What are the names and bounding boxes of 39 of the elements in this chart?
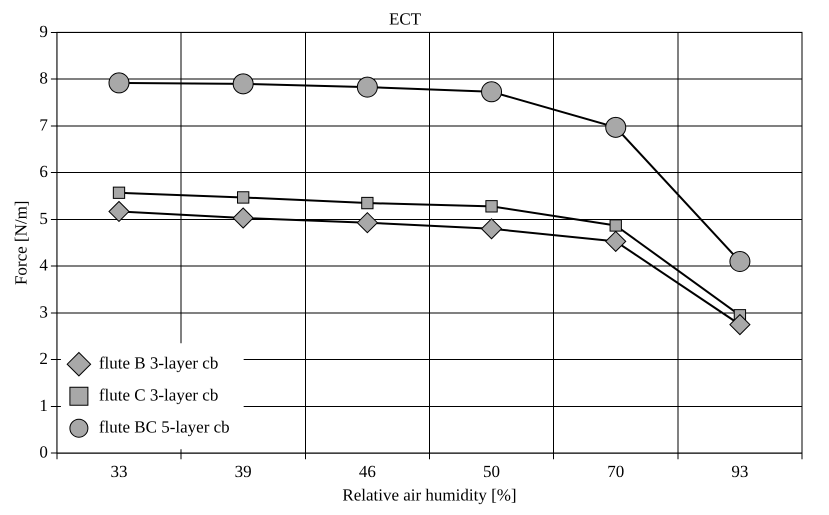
point	[232, 73, 254, 94]
y-tick-label: 0	[39, 442, 48, 462]
point	[112, 186, 126, 199]
x-tick-label: 93	[731, 462, 748, 481]
point	[605, 116, 626, 138]
y-tick-label: 3	[39, 302, 48, 322]
legend-label: flute B 3-layer cb	[98, 354, 218, 373]
point	[481, 81, 502, 102]
point	[729, 251, 750, 272]
y-tick-label: 2	[39, 349, 48, 368]
y-tick-label: 5	[39, 208, 48, 228]
legend-label: flute C 3-layer cb	[98, 386, 218, 405]
point	[232, 208, 254, 229]
y-tick-label: 8	[39, 68, 48, 88]
point	[237, 191, 250, 204]
x-tick-label: 70	[607, 462, 624, 481]
point	[605, 230, 626, 252]
x-axis-title: Relative air humidity [%]	[342, 485, 517, 504]
y-tick-label: 4	[39, 256, 48, 275]
chart-title: ECT	[388, 10, 422, 29]
point	[729, 314, 750, 336]
y-tick-label: 6	[39, 162, 48, 182]
point	[356, 76, 378, 98]
x-tick-label: 46	[358, 462, 376, 481]
x-tick-label: 39	[234, 462, 252, 481]
point	[108, 72, 130, 94]
point	[361, 196, 374, 210]
point	[485, 200, 498, 212]
legend-label: flute BC 5-layer cb	[98, 418, 230, 437]
point	[356, 212, 378, 234]
y-tick-label: 1	[39, 396, 48, 415]
point	[481, 218, 502, 240]
y-tick-label: 7	[39, 115, 48, 134]
x-tick-label: 50	[483, 462, 500, 481]
y-tick-label: 9	[39, 22, 48, 41]
x-tick-label: 33	[110, 462, 128, 481]
y-axis-title: Force [N/m]	[12, 200, 31, 286]
point	[108, 200, 130, 222]
point	[610, 219, 622, 232]
